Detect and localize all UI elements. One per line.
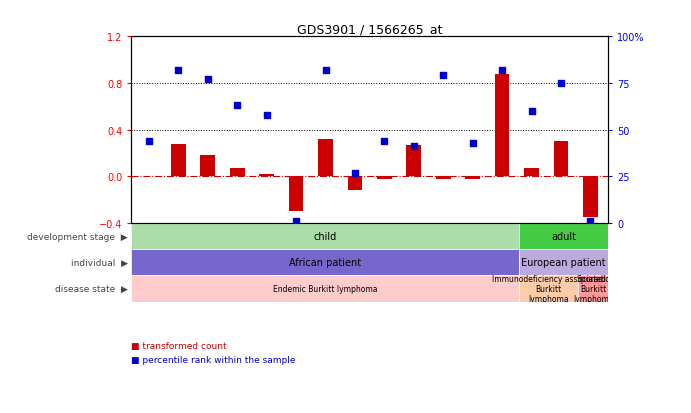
Point (144, 138, 155, 145)
Point (437, 73, 448, 80)
Point (556, 81, 567, 87)
Text: disease state  ▶: disease state ▶ (55, 284, 128, 293)
Point (585, 218, 596, 225)
Text: African patient: African patient (289, 258, 361, 268)
Bar (230, 169, 245, 177)
Text: development stage  ▶: development stage ▶ (27, 232, 128, 241)
Text: Immunodeficiency associated
Burkitt
lymphoma: Immunodeficiency associated Burkitt lymp… (491, 274, 605, 304)
Text: Endemic Burkitt lymphoma: Endemic Burkitt lymphoma (273, 284, 377, 293)
Bar (578, 276, 608, 302)
Point (497, 67, 508, 74)
Bar (495, 74, 509, 177)
Bar (519, 223, 608, 249)
Point (526, 109, 537, 115)
Point (291, 218, 302, 225)
Bar (259, 175, 274, 177)
Bar (519, 249, 608, 276)
Point (320, 67, 331, 74)
Bar (131, 223, 519, 249)
Title: GDS3901 / 1566265_at: GDS3901 / 1566265_at (297, 23, 442, 36)
Point (261, 112, 272, 119)
Bar (289, 177, 303, 212)
Bar (465, 177, 480, 179)
Point (379, 138, 390, 145)
Point (173, 67, 184, 74)
Text: individual  ▶: individual ▶ (71, 258, 128, 267)
Bar (406, 145, 422, 177)
Bar (524, 169, 539, 177)
Text: ■ percentile rank within the sample: ■ percentile rank within the sample (131, 355, 296, 364)
Point (408, 144, 419, 150)
Bar (131, 249, 519, 276)
Bar (553, 142, 568, 177)
Text: child: child (313, 232, 337, 242)
Bar (200, 156, 215, 177)
Text: adult: adult (551, 232, 576, 242)
Bar (436, 177, 451, 179)
Text: ■ transformed count: ■ transformed count (131, 341, 227, 350)
Bar (583, 177, 598, 218)
Bar (348, 177, 362, 191)
Text: European patient: European patient (521, 258, 606, 268)
Bar (318, 140, 333, 177)
Point (467, 140, 478, 147)
Bar (171, 144, 186, 177)
Point (202, 77, 214, 83)
Point (231, 103, 243, 109)
Point (350, 170, 361, 176)
Bar (377, 177, 392, 179)
Bar (519, 276, 578, 302)
Bar (131, 276, 519, 302)
Text: Sporadic
Burkitt
lymphoma: Sporadic Burkitt lymphoma (573, 274, 614, 304)
